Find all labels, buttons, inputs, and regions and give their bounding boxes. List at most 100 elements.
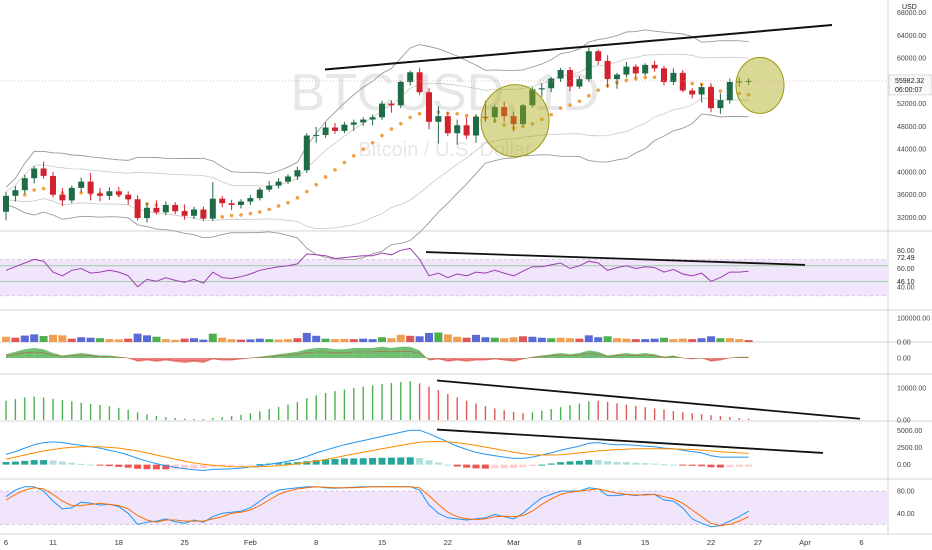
rsi-tag-lower: 46.10 xyxy=(897,279,915,286)
stoch-tick-label: 80.00 xyxy=(897,489,915,496)
candle-body xyxy=(529,89,536,106)
ma-dot xyxy=(558,106,563,110)
rsi-trendline xyxy=(425,251,806,266)
candle-body xyxy=(209,198,216,219)
volume-bar xyxy=(519,336,527,342)
macd-histogram-bar xyxy=(312,460,320,465)
candle-body xyxy=(219,198,226,204)
macd-histogram-bar xyxy=(707,464,715,468)
date-tick-label: 15 xyxy=(378,538,386,547)
volume-bar xyxy=(613,338,621,342)
volume-bar xyxy=(678,338,687,342)
macd-line xyxy=(5,429,749,472)
volume-bar xyxy=(575,338,584,342)
candle-body xyxy=(162,204,169,213)
macd-histogram-bar xyxy=(284,462,292,465)
osc-area-segment xyxy=(325,348,335,358)
osc-area-segment xyxy=(701,358,711,362)
price-tag-box xyxy=(888,74,932,96)
volume-bar xyxy=(688,339,697,342)
macd-histogram-bar xyxy=(604,461,612,465)
volume-bar xyxy=(566,338,574,342)
volume-bar xyxy=(631,339,640,342)
volume-bar xyxy=(86,337,95,342)
macd-histogram-bar xyxy=(350,458,358,465)
macd-histogram-bar xyxy=(115,464,123,467)
price-tick-label: 52000.00 xyxy=(897,101,926,108)
macd-histogram-bar xyxy=(30,460,38,465)
watermark-symbol: BTCUSD, 1D xyxy=(290,64,599,122)
price-tick-label: 32000.00 xyxy=(897,215,926,222)
candle-body xyxy=(68,187,75,201)
ma-dot xyxy=(652,75,657,80)
volume-bar xyxy=(284,339,292,342)
date-tick-label: Apr xyxy=(799,538,811,547)
candle-body xyxy=(125,194,132,200)
price-tag: 55982.32 xyxy=(895,78,924,85)
macd-histogram-bar xyxy=(359,458,367,465)
ma-dot xyxy=(549,112,553,117)
volume-bar xyxy=(415,336,424,342)
volume-bar xyxy=(537,337,546,342)
price-tick-label: 68000.00 xyxy=(897,10,926,17)
volume-bar xyxy=(124,338,133,342)
candle-body xyxy=(153,207,160,213)
macd-tick-label: 0.00 xyxy=(897,462,911,469)
candle-body xyxy=(31,168,38,179)
ma-dot xyxy=(370,140,375,145)
osc-area-segment xyxy=(382,346,392,358)
macd-histogram-bar xyxy=(246,464,254,466)
macd-histogram-bar xyxy=(632,462,640,465)
candle-body xyxy=(473,116,479,136)
macd-histogram-bar xyxy=(547,463,555,465)
macd-histogram-bar xyxy=(237,464,245,466)
macd-histogram-bar xyxy=(11,461,19,465)
highlight-circle xyxy=(480,84,550,158)
ma-dot xyxy=(464,113,469,118)
candle-body xyxy=(595,51,602,61)
volume-bar xyxy=(443,334,452,342)
stoch-d-line xyxy=(5,486,749,527)
price-tick-label: 40000.00 xyxy=(897,169,926,176)
ma-dot xyxy=(276,204,281,208)
osc-area-segment xyxy=(673,355,683,358)
volume-bar xyxy=(237,339,245,342)
macd-histogram-bar xyxy=(199,464,207,469)
candle-body xyxy=(21,178,28,191)
candle-body xyxy=(745,80,752,82)
macd-histogram-bar xyxy=(68,462,76,465)
rsi-band xyxy=(0,259,888,296)
candle-body xyxy=(651,64,658,69)
osc-tick-label: 0.00 xyxy=(897,356,911,363)
ma-dot xyxy=(79,190,83,195)
macd-histogram-bar xyxy=(557,462,565,465)
macd-histogram-bar xyxy=(491,464,499,469)
candle-body xyxy=(247,198,254,202)
volume-bar xyxy=(293,338,302,342)
osc-area-segment xyxy=(372,346,382,358)
candle-body xyxy=(360,119,367,123)
macd-histogram-bar xyxy=(218,464,226,467)
candle-body xyxy=(416,72,423,93)
keltner-lower-outer xyxy=(5,113,749,260)
volume-bar xyxy=(152,336,161,342)
candle-body xyxy=(181,211,188,216)
candle-body xyxy=(538,88,545,90)
candle-body xyxy=(604,60,611,80)
macd-histogram-bar xyxy=(77,463,85,465)
volume-bar xyxy=(227,339,236,342)
macd-histogram-bar xyxy=(585,459,593,465)
candle-body xyxy=(275,181,282,186)
ma-dot xyxy=(258,210,262,214)
volume-bar xyxy=(725,338,734,342)
price-trendline xyxy=(324,24,833,71)
macd-histogram-bar xyxy=(669,464,677,466)
histogram-trendline xyxy=(436,379,861,420)
macd-histogram-bar xyxy=(340,458,348,465)
keltner-lower-inner xyxy=(5,97,749,230)
osc-area-segment xyxy=(128,358,138,362)
rsi-tick-label: 60.00 xyxy=(897,266,915,273)
rsi-tick-label: 80.00 xyxy=(897,248,915,255)
